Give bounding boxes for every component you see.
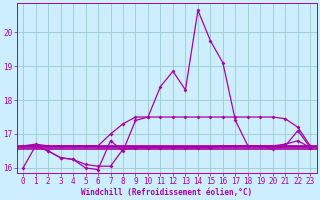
X-axis label: Windchill (Refroidissement éolien,°C): Windchill (Refroidissement éolien,°C) [81,188,252,197]
